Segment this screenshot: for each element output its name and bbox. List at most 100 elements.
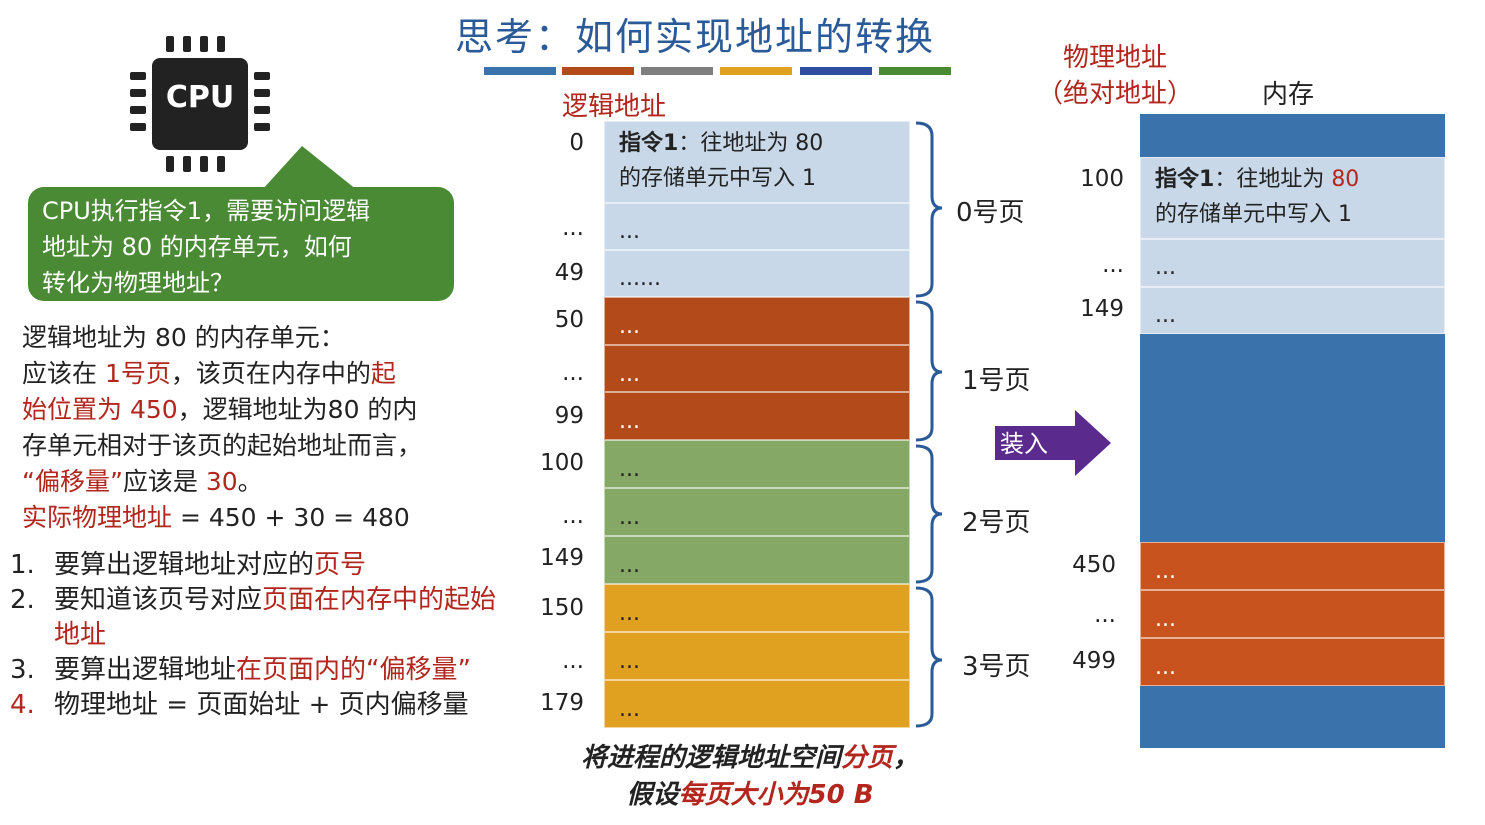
memory-row: ...: [1140, 287, 1445, 334]
cpu-question-bubble: CPU执行指令1，需要访问逻辑 地址为 80 的内存单元，如何 转化为物理地址？: [28, 187, 454, 301]
page-label-0: 0号页: [956, 198, 1025, 228]
load-arrow-icon: [1075, 410, 1111, 476]
text: 物理地址: [1062, 43, 1167, 73]
logical-row-8: ...: [604, 536, 910, 584]
stripe-orange: [562, 67, 634, 75]
page-title: 思考：如何实现地址的转换: [455, 15, 936, 59]
logical-addr: 150: [540, 595, 584, 621]
text: 逻辑地址为 80 的内存单元：: [22, 323, 345, 352]
logical-addr: 49: [554, 260, 584, 286]
memory-row: ...: [1140, 590, 1445, 638]
explain-line: 应该在 1号页，该页在内存中的起: [22, 356, 512, 392]
instr-label: 指令1: [1155, 167, 1215, 192]
logical-row-3: ...: [604, 297, 910, 345]
step-number: 3.: [10, 655, 35, 685]
physical-address-label: 物理地址 （绝对地址）: [1030, 40, 1200, 112]
bubble-line: CPU执行指令1，需要访问逻辑: [42, 197, 371, 225]
text: 要算出逻辑地址对应的: [54, 550, 315, 580]
cpu-label: CPU: [165, 80, 235, 115]
memory-row-100: 指令1：往地址为 80 的存储单元中写入 1: [1140, 157, 1445, 239]
bubble-tail: [262, 146, 357, 190]
logical-row-6: ...: [604, 440, 910, 488]
text: 将进程的逻辑地址空间: [580, 743, 841, 773]
text: 要算出逻辑地址: [54, 655, 237, 685]
stripe-gray: [641, 67, 713, 75]
logical-row-10: ...: [604, 632, 910, 680]
list-item: 4. 物理地址 = 页面始址 + 页内偏移量: [10, 688, 510, 723]
text: ，该页在内存中的: [170, 359, 371, 388]
logical-addr: 149: [540, 545, 584, 571]
physical-addr: 100: [1080, 166, 1124, 192]
physical-addr: 149: [1080, 296, 1124, 322]
steps-list: 1. 要算出逻辑地址对应的页号 2. 要知道该页号对应页面在内存中的起始地址 3. 要…: [10, 548, 510, 723]
highlight: 1号页: [104, 359, 171, 388]
page-label-3: 3号页: [962, 652, 1031, 682]
step-number: 1.: [10, 550, 35, 580]
logical-addr: ...: [562, 215, 584, 241]
memory-row: ...: [1140, 239, 1445, 287]
memory-label: 内存: [1262, 80, 1315, 110]
list-item: 1. 要算出逻辑地址对应的页号: [10, 548, 510, 583]
physical-addr: 499: [1072, 648, 1116, 674]
logical-row-0: 指令1：往地址为 80 的存储单元中写入 1: [604, 121, 910, 203]
list-item: 3. 要算出逻辑地址在页面内的“偏移量”: [10, 653, 510, 688]
highlight: 页面在内存中的起始地址: [54, 585, 497, 650]
text: （绝对地址）: [1036, 79, 1193, 109]
logical-addr: ...: [562, 360, 584, 386]
stripe-blue: [484, 67, 556, 75]
memory-row: ...: [1140, 542, 1445, 590]
logical-addr: ...: [562, 648, 584, 674]
explain-line: 始位置为 450，逻辑地址为80 的内: [22, 392, 512, 428]
highlight: 始位置为 450: [22, 395, 178, 424]
physical-addr: 450: [1072, 552, 1116, 578]
highlight: 每页大小为: [678, 780, 809, 810]
text: 存单元相对于该页的起始地址而言，: [22, 431, 423, 460]
highlight: 在页面内的“偏移量”: [236, 655, 471, 685]
logical-addr: 179: [540, 690, 584, 716]
text: 要知道该页号对应: [54, 585, 263, 615]
explain-line: 存单元相对于该页的起始地址而言，: [22, 428, 512, 464]
caption: 将进程的逻辑地址空间分页，假设每页大小为50 B: [580, 740, 920, 814]
stripe-green: [879, 67, 951, 75]
instr-label: 指令1: [619, 131, 679, 156]
explain-line: “偏移量”应该是 30。: [22, 464, 512, 500]
explain-line: 实际物理地址 = 450 + 30 = 480: [22, 500, 512, 536]
text: = 450 + 30 = 480: [172, 503, 410, 532]
logical-row-4: ...: [604, 345, 910, 392]
load-arrow-label: 装入: [1000, 430, 1048, 458]
explain-line: 逻辑地址为 80 的内存单元：: [22, 320, 512, 356]
logical-addr: 50: [554, 307, 584, 333]
memory-row: ...: [1140, 638, 1445, 686]
text: 应该在: [22, 359, 105, 388]
page-label-1: 1号页: [962, 366, 1031, 396]
text: 物理地址 = 页面始址 + 页内偏移量: [54, 690, 469, 720]
page-label-2: 2号页: [962, 508, 1031, 538]
text: ，假设: [626, 743, 920, 810]
text: 。: [237, 467, 263, 496]
explanation-text: 逻辑地址为 80 的内存单元： 应该在 1号页，该页在内存中的起 始位置为 45…: [22, 320, 512, 536]
logical-row-5: ...: [604, 392, 910, 440]
logical-addr: ...: [562, 503, 584, 529]
text: ：往地址为: [1214, 167, 1332, 192]
list-item: 2. 要知道该页号对应页面在内存中的起始地址: [10, 583, 510, 653]
highlight: 页号: [314, 550, 367, 580]
bubble-line: 地址为 80 的内存单元，如何: [42, 233, 352, 261]
text: 的存储单元中写入 1: [619, 166, 816, 191]
logical-addr: 99: [554, 403, 584, 429]
step-number: 4.: [10, 690, 35, 720]
logical-addr: 0: [569, 130, 584, 156]
physical-addr: ...: [1094, 602, 1116, 628]
stripe-yellow: [720, 67, 792, 75]
text: 的存储单元中写入 1: [1155, 202, 1352, 227]
highlight: 30: [205, 467, 238, 496]
text: 应该是: [122, 467, 206, 496]
page-braces: [915, 121, 943, 728]
logical-row-11: ...: [604, 680, 910, 728]
highlight: 80: [1331, 167, 1360, 192]
bubble-line: 转化为物理地址？: [42, 269, 234, 297]
logical-row-2: ......: [604, 250, 910, 297]
highlight: 实际物理地址: [22, 503, 173, 532]
load-arrow-body: [995, 426, 1075, 460]
logical-row-7: ...: [604, 488, 910, 536]
highlight: 50 B: [808, 780, 874, 810]
